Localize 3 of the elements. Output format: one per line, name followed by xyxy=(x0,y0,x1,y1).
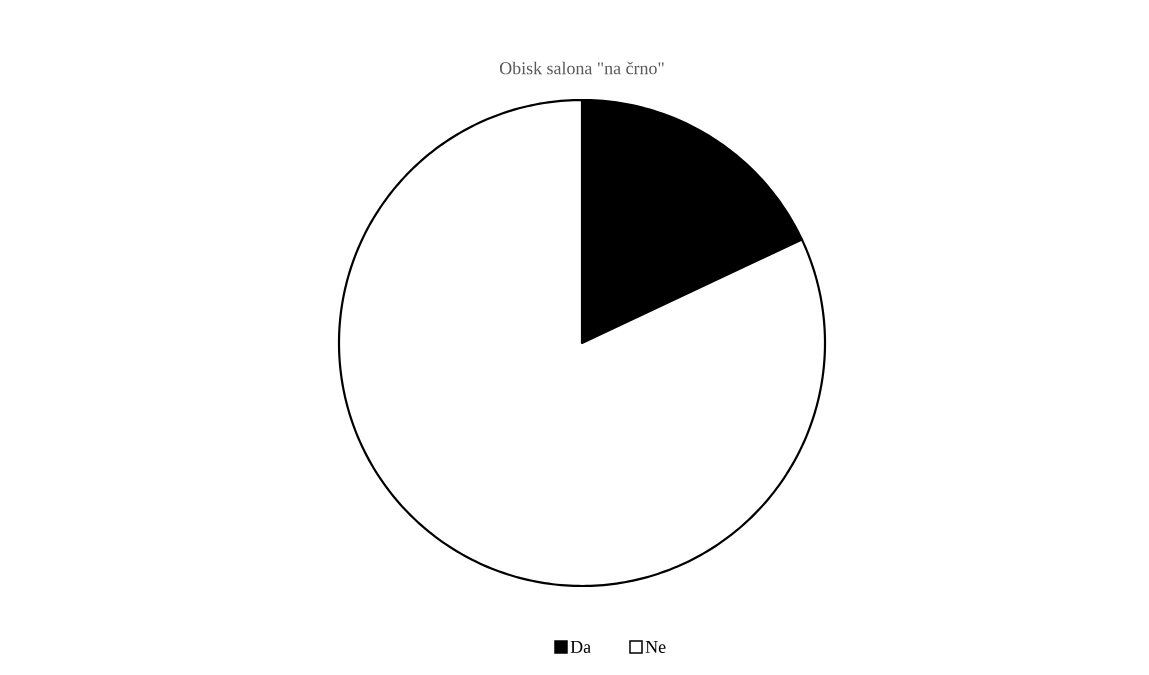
legend-label: Ne xyxy=(645,641,666,653)
chart-title: Obisk salona "na črno" xyxy=(499,61,664,75)
legend-label: Da xyxy=(570,641,591,653)
